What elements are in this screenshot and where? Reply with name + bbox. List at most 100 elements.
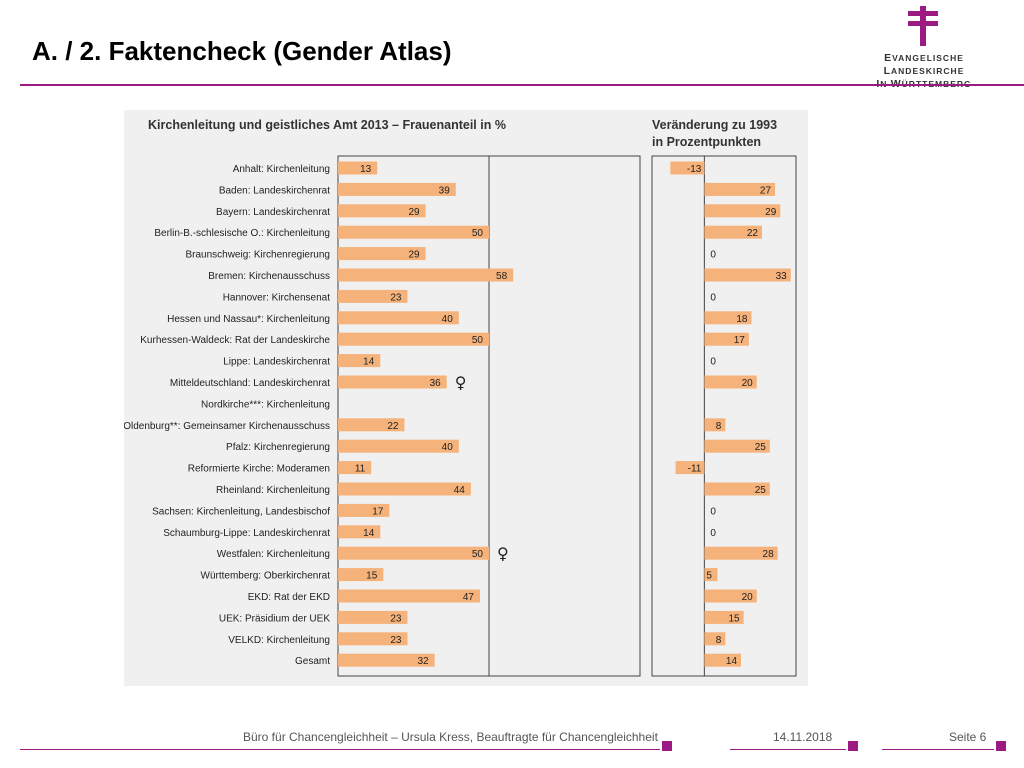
share-value-label: 39 [439,185,451,196]
change-value-label: 25 [755,442,767,453]
church-cross-logo-icon [908,6,938,46]
share-bar [338,439,459,453]
share-value-label: 50 [472,228,484,239]
change-value-label: -13 [687,164,702,175]
share-bar [338,418,405,432]
share-bar [338,247,426,261]
change-value-label: 20 [742,592,754,603]
share-value-label: 32 [418,656,430,667]
change-value-label: 17 [734,335,746,346]
footer-square-right [996,741,1006,751]
footer-square-middle [848,741,858,751]
change-value-label: 0 [710,528,716,539]
category-label: Bayern: Landeskirchenrat [216,207,330,218]
share-bar [338,653,435,667]
change-value-label: 25 [755,485,767,496]
change-bar [704,268,791,282]
category-label: Sachsen: Kirchenleitung, Landesbischof [152,506,330,517]
share-value-label: 22 [387,421,399,432]
footer-line-middle [730,749,846,750]
change-bar [704,311,752,325]
female-symbol-icon: ♀ [455,373,467,392]
share-value-label: 29 [408,207,420,218]
change-value-label: 28 [763,549,775,560]
share-bar [338,268,514,282]
share-value-label: 15 [366,571,378,582]
change-value-label: 20 [742,378,754,389]
change-value-label: 0 [710,506,716,517]
change-bar [704,568,718,582]
change-bar [704,418,726,432]
share-value-label: 58 [496,271,508,282]
share-bar [338,546,489,560]
category-label: Gesamt [295,656,330,667]
share-bar [338,225,489,239]
category-label: Lippe: Landeskirchenrat [223,357,330,368]
gender-atlas-chart: Kirchenleitung und geistliches Amt 2013 … [124,110,808,686]
share-bar [338,311,459,325]
share-value-label: 23 [390,635,402,646]
category-label: Württemberg: Oberkirchenrat [201,571,331,582]
share-value-label: 13 [360,164,372,175]
share-bar [338,289,408,303]
share-value-label: 14 [363,357,375,368]
change-bar [704,332,749,346]
share-value-label: 40 [442,442,454,453]
category-label: EKD: Rat der EKD [248,592,330,603]
share-value-label: 23 [390,613,402,624]
change-bar [704,182,776,196]
change-value-label: 22 [747,228,759,239]
share-bar [338,182,456,196]
change-bar [704,439,770,453]
share-value-label: 50 [472,549,484,560]
footer-square-left [662,741,672,751]
change-bar [704,653,742,667]
share-bar [338,610,408,624]
change-bar [704,589,757,603]
share-bar [338,375,447,389]
category-label: VELKD: Kirchenleitung [228,635,330,646]
category-label: Bremen: Kirchenausschuss [208,271,330,282]
footer-source: Büro für Chancengleichheit – Ursula Kres… [243,730,658,744]
change-value-label: -11 [688,464,702,475]
footer-line-left [20,749,660,750]
category-label: Westfalen: Kirchenleitung [217,549,330,560]
share-bar [338,589,480,603]
logo-line-1: EVANGELISCHE LANDESKIRCHE [883,52,965,77]
change-bar [704,225,762,239]
change-bar [675,461,705,475]
category-label: Berlin-B.-schlesische O.: Kirchenleitung [154,228,330,239]
change-value-label: 8 [716,635,722,646]
category-label: Reformierte Kirche: Moderamen [188,464,330,475]
category-label: Hessen und Nassau*: Kirchenleitung [167,314,330,325]
change-bar [704,632,726,646]
share-value-label: 50 [472,335,484,346]
change-value-label: 0 [710,292,716,303]
right-panel-frame [651,155,797,677]
share-bar [338,525,381,539]
share-bar [338,503,390,517]
right-panel-title-line-2: in Prozentpunkten [652,135,761,149]
category-label: Hannover: Kirchensenat [223,292,331,303]
change-value-label: 0 [710,250,716,261]
share-value-label: 29 [408,250,420,261]
chart-svg: Kirchenleitung und geistliches Amt 2013 … [124,118,797,677]
category-label: Braunschweig: Kirchenregierung [185,250,330,261]
footer-line-right [882,749,994,750]
change-value-label: 18 [736,314,748,325]
right-panel-title-line-1: Veränderung zu 1993 [652,118,777,132]
share-bar [338,568,384,582]
change-value-label: 27 [760,185,772,196]
category-label: Anhalt: Kirchenleitung [233,164,330,175]
change-bar [704,546,778,560]
category-label: Schaumburg-Lippe: Landeskirchenrat [163,528,330,539]
share-bar [338,482,471,496]
share-value-label: 44 [454,485,466,496]
change-bar [704,204,781,218]
share-value-label: 14 [363,528,375,539]
change-value-label: 0 [710,357,716,368]
change-bar [704,375,757,389]
change-bar [704,482,770,496]
change-value-label: 33 [776,271,788,282]
change-value-label: 15 [729,613,741,624]
